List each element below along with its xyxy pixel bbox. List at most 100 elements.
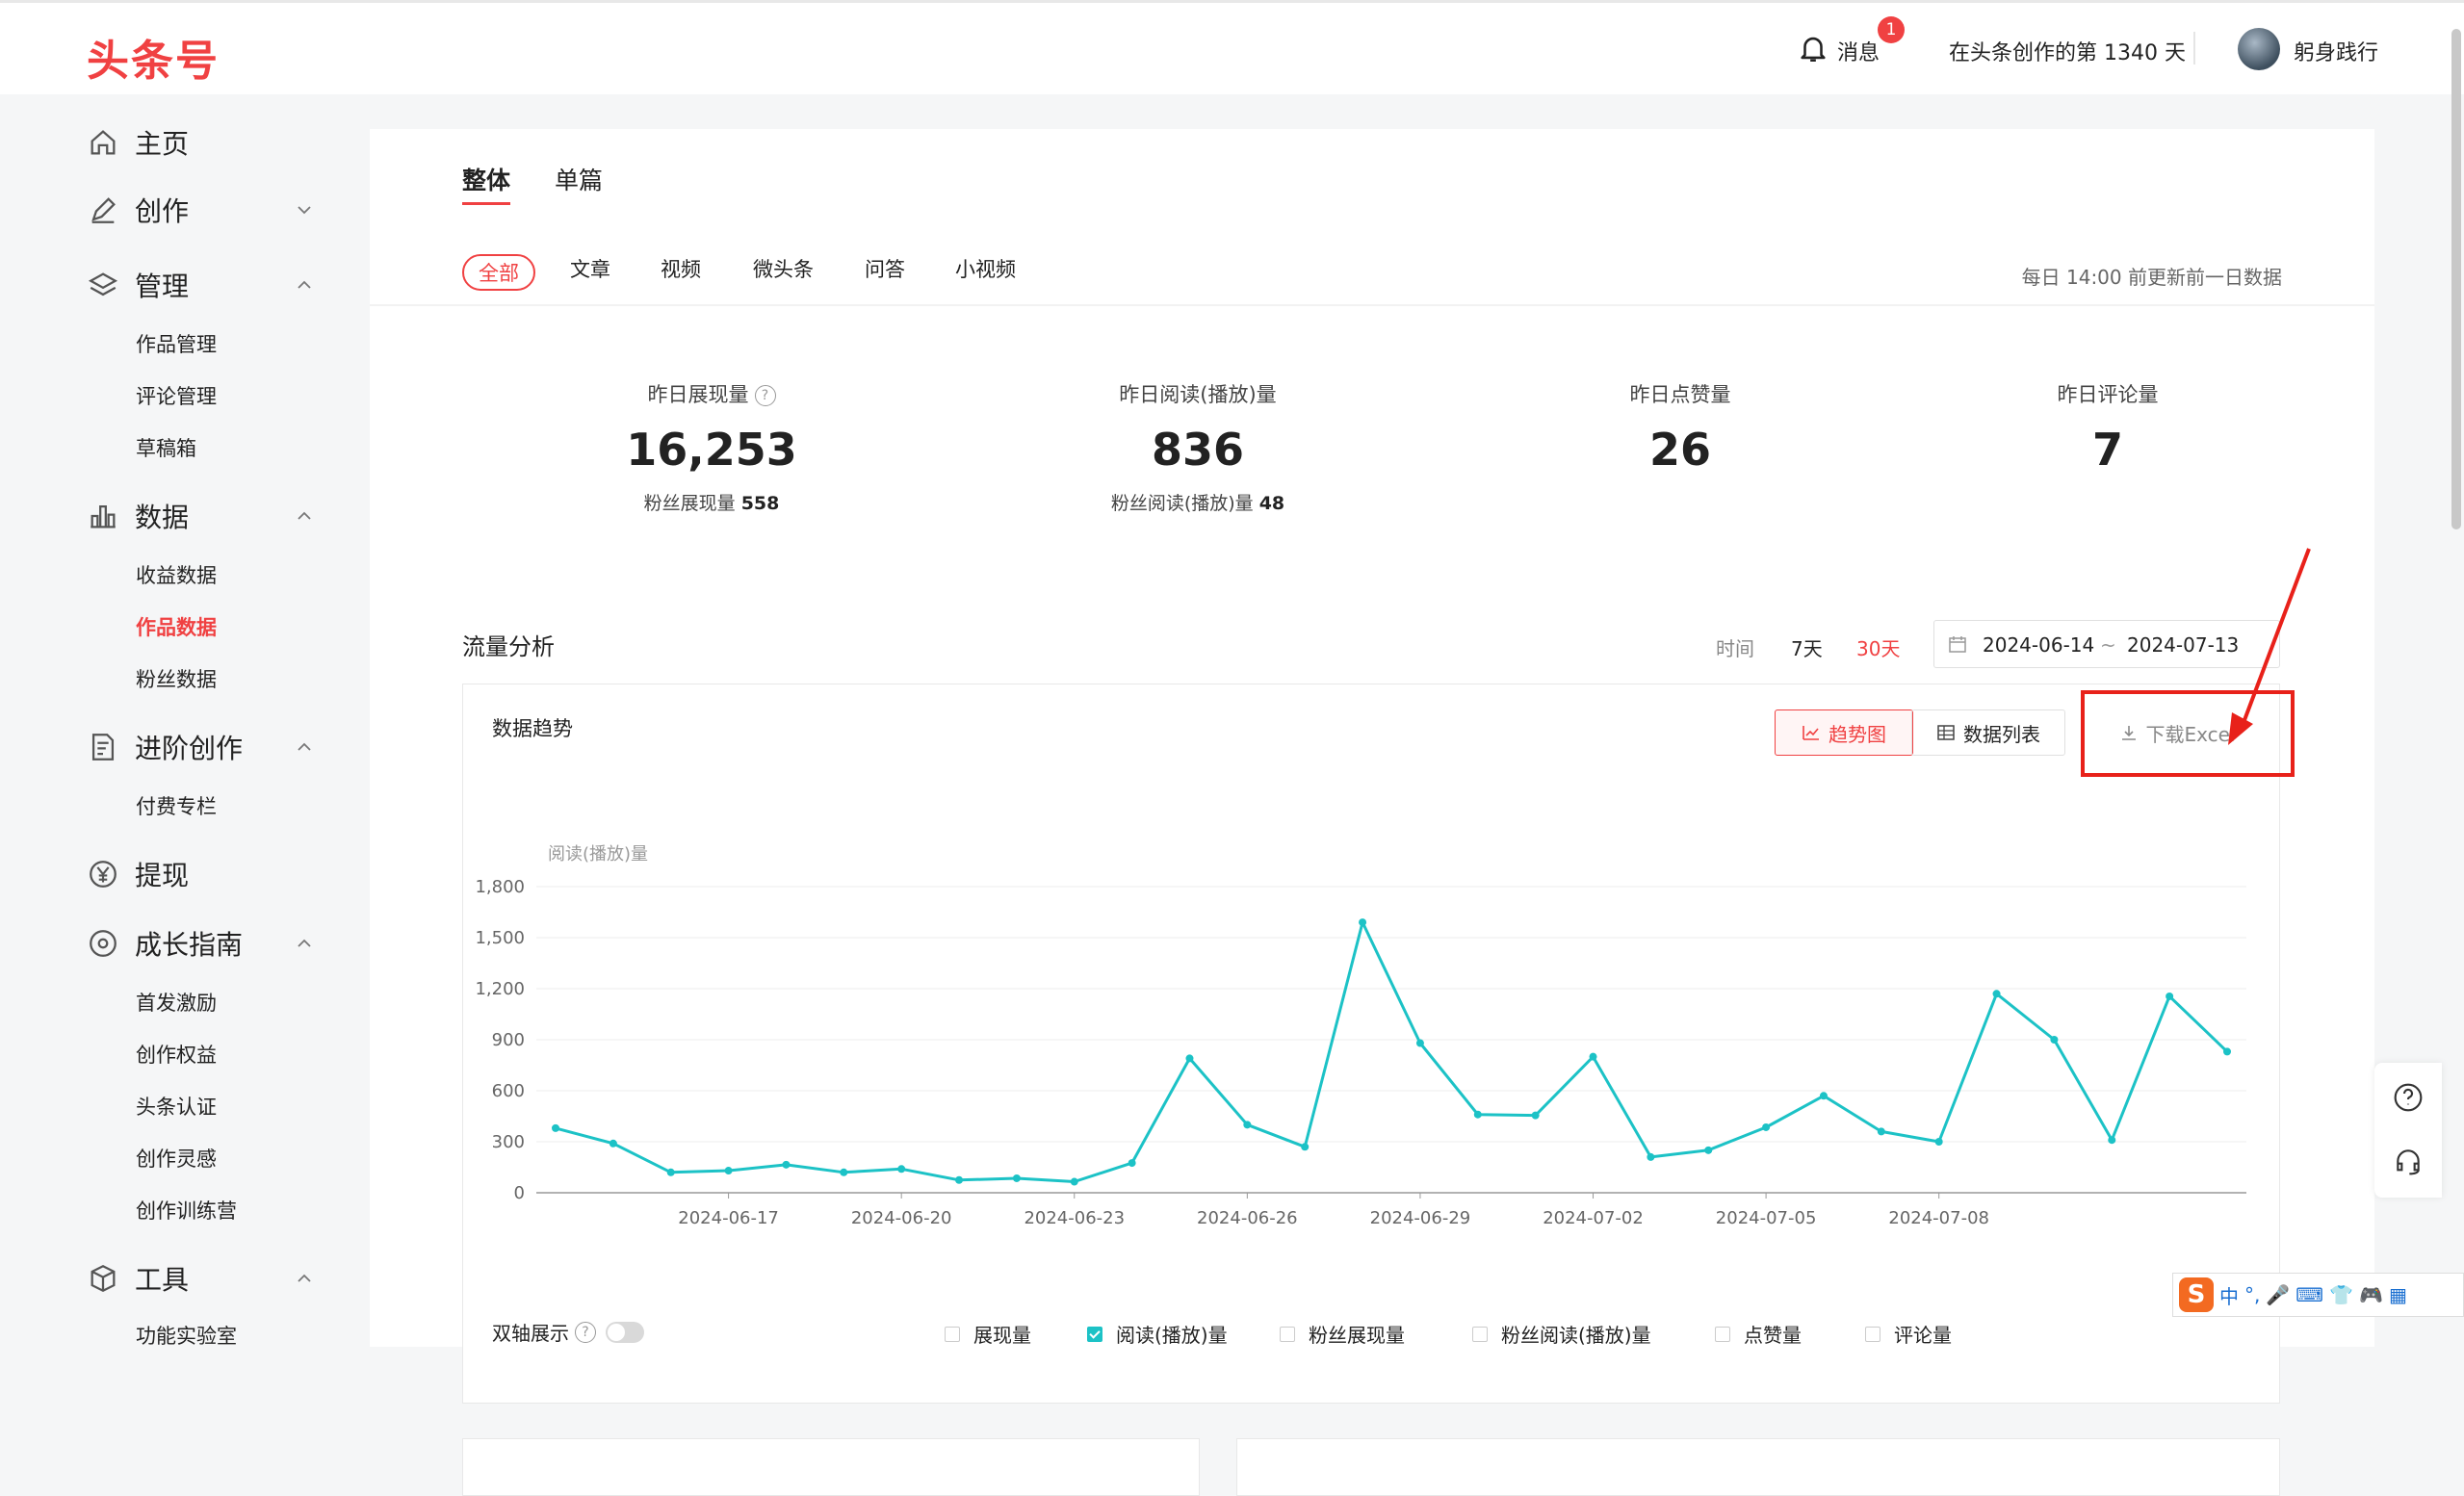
sidebar-item-lab[interactable]: 功能实验室	[136, 1325, 237, 1348]
sidebar-item-training-camp[interactable]: 创作训练营	[136, 1199, 237, 1223]
y-tick-label: 1,200	[475, 979, 525, 999]
data-list-button[interactable]: 数据列表	[1911, 709, 2065, 756]
date-range-picker[interactable]: 2024-06-14 ~ 2024-07-13	[1933, 620, 2280, 668]
sidebar-item-tools[interactable]: 工具	[87, 1259, 189, 1298]
ime-game-icon[interactable]: 🎮	[2359, 1283, 2383, 1306]
filter-video[interactable]: 视频	[661, 258, 701, 281]
sidebar-item-growth[interactable]: 成长指南	[87, 924, 243, 963]
trend-chart-button[interactable]: 趋势图	[1775, 709, 1913, 756]
username[interactable]: 躬身践行	[2294, 41, 2379, 65]
help-icon[interactable]: ?	[575, 1321, 596, 1343]
stat-value: 7	[2091, 424, 2123, 476]
ime-mic-icon[interactable]: 🎤	[2266, 1283, 2291, 1306]
legend-fan-reads[interactable]: 粉丝阅读(播放)量	[1472, 1320, 1651, 1348]
stat-sub-label: 粉丝阅读(播放)量	[1110, 493, 1254, 514]
data-point	[1128, 1159, 1136, 1168]
dual-axis-toggle[interactable]	[606, 1321, 644, 1343]
ime-punctuation-icon[interactable]: °,	[2244, 1283, 2261, 1306]
legend-comments[interactable]: 评论量	[1865, 1320, 1952, 1348]
floating-help-panel	[2374, 1063, 2442, 1198]
messages-link[interactable]: 消息	[1837, 41, 1880, 65]
sidebar-item-fans-data[interactable]: 粉丝数据	[136, 668, 217, 691]
range-7-days[interactable]: 7天	[1791, 637, 1823, 660]
checkbox[interactable]	[1280, 1326, 1295, 1342]
filter-short-video[interactable]: 小视频	[955, 258, 1016, 281]
y-tick-label: 600	[492, 1081, 525, 1101]
sogou-logo-icon[interactable]: S	[2179, 1277, 2214, 1312]
sidebar-item-income-data[interactable]: 收益数据	[136, 564, 217, 587]
data-point	[1012, 1174, 1021, 1182]
data-point	[1301, 1143, 1310, 1151]
help-icon[interactable]: ?	[754, 385, 776, 406]
annotation-arrow	[2228, 548, 2311, 745]
update-note: 每日 14:00 前更新前一日数据	[2021, 266, 2282, 289]
sidebar-item-paid-column[interactable]: 付费专栏	[136, 795, 217, 818]
data-point	[1762, 1122, 1771, 1131]
chevron-up-icon[interactable]	[295, 1269, 314, 1288]
home-icon	[91, 130, 116, 155]
tab-overall[interactable]: 整体	[462, 167, 511, 194]
sidebar-item-label: 主页	[135, 128, 190, 160]
download-excel-label: 下载Excel	[2145, 722, 2236, 746]
ime-grid-icon[interactable]: ▦	[2388, 1283, 2407, 1306]
sidebar-item-withdraw[interactable]: 提现	[87, 855, 189, 893]
question-icon[interactable]	[2393, 1082, 2424, 1113]
sidebar-item-create[interactable]: 创作	[87, 191, 189, 229]
stat-likes: 昨日点赞量 26	[1560, 379, 1801, 476]
scrollbar[interactable]	[2451, 29, 2461, 529]
checkbox[interactable]	[945, 1326, 960, 1342]
y-tick-label: 1,500	[475, 928, 525, 948]
date-start: 2024-06-14	[1983, 633, 2095, 657]
sidebar-item-data[interactable]: 数据	[87, 497, 189, 535]
range-30-days[interactable]: 30天	[1856, 637, 1901, 660]
y-tick-label: 0	[514, 1183, 525, 1203]
avatar[interactable]	[2238, 28, 2280, 70]
legend-fan-impressions[interactable]: 粉丝展现量	[1280, 1320, 1405, 1348]
logo[interactable]: 头条号	[87, 37, 220, 86]
sidebar-item-comments-manage[interactable]: 评论管理	[136, 385, 217, 408]
filter-qa[interactable]: 问答	[865, 258, 905, 281]
legend-label: 展现量	[973, 1324, 1031, 1347]
filter-micro-toutiao[interactable]: 微头条	[753, 258, 814, 281]
trend-chart-label: 趋势图	[1829, 722, 1886, 746]
sidebar-item-first-publish[interactable]: 首发激励	[136, 992, 217, 1015]
legend-impressions[interactable]: 展现量	[945, 1320, 1031, 1348]
checkbox-checked[interactable]	[1087, 1326, 1102, 1342]
data-point	[1473, 1110, 1482, 1119]
sidebar-item-inspiration[interactable]: 创作灵感	[136, 1148, 217, 1171]
chevron-down-icon[interactable]	[295, 200, 314, 219]
chevron-up-icon[interactable]	[295, 737, 314, 757]
sidebar-item-works-data[interactable]: 作品数据	[136, 616, 217, 639]
ime-chinese-mode-icon[interactable]: 中	[2219, 1284, 2239, 1308]
headset-icon[interactable]	[2393, 1146, 2424, 1176]
filter-all[interactable]: 全部	[462, 254, 535, 291]
sidebar-item-drafts[interactable]: 草稿箱	[136, 437, 196, 460]
legend-likes[interactable]: 点赞量	[1715, 1320, 1802, 1348]
ime-toolbar: S 中 °, 🎤 ⌨ 👕 🎮 ▦	[2172, 1273, 2464, 1317]
sidebar-item-creator-rights[interactable]: 创作权益	[136, 1044, 217, 1067]
checkbox[interactable]	[1865, 1326, 1880, 1342]
bell-icon[interactable]	[1797, 32, 1829, 64]
sidebar-item-advanced[interactable]: 进阶创作	[87, 728, 243, 766]
checkbox[interactable]	[1472, 1326, 1488, 1342]
sidebar-item-works-manage[interactable]: 作品管理	[136, 333, 217, 356]
data-point	[609, 1139, 617, 1148]
tab-single[interactable]: 单篇	[555, 167, 604, 194]
filter-article[interactable]: 文章	[570, 258, 610, 281]
sidebar-item-manage[interactable]: 管理	[87, 266, 189, 304]
sidebar-item-home[interactable]: 主页	[87, 123, 189, 162]
ime-keyboard-icon[interactable]: ⌨	[2295, 1283, 2324, 1306]
sidebar: 主页 创作 管理 作品管理 评论管理 草稿箱 数据 收益数据 作品数据 粉丝数据…	[0, 94, 368, 1348]
download-excel-button[interactable]: 下载Excel	[2110, 709, 2244, 756]
legend-reads[interactable]: 阅读(播放)量	[1087, 1320, 1228, 1348]
trend-icon	[1803, 726, 1819, 740]
chevron-up-icon[interactable]	[295, 934, 314, 953]
y-tick-label: 300	[492, 1132, 525, 1152]
sidebar-item-certification[interactable]: 头条认证	[136, 1096, 217, 1119]
stat-value: 26	[1648, 424, 1711, 476]
ime-skin-icon[interactable]: 👕	[2329, 1283, 2354, 1306]
chevron-up-icon[interactable]	[295, 506, 314, 526]
checkbox[interactable]	[1715, 1326, 1730, 1342]
chevron-up-icon[interactable]	[295, 275, 314, 295]
layers-icon	[88, 272, 118, 297]
